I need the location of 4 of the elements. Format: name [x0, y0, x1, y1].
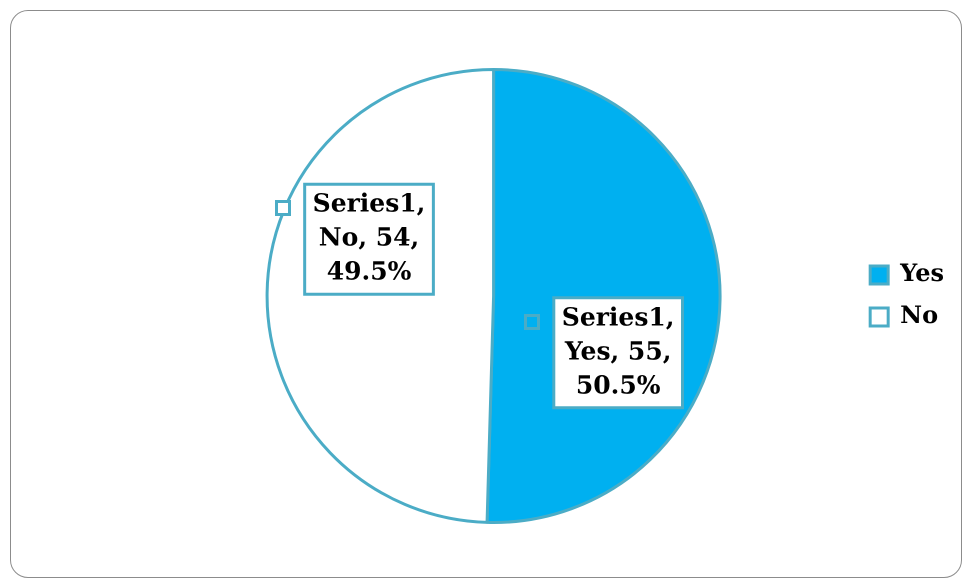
legend-label: Yes [899, 258, 944, 288]
data-label: Series1, Yes, 55, 50.5% [562, 302, 675, 400]
data-label: Series1, No, 54, 49.5% [312, 188, 426, 286]
legend-label: No [900, 300, 938, 330]
